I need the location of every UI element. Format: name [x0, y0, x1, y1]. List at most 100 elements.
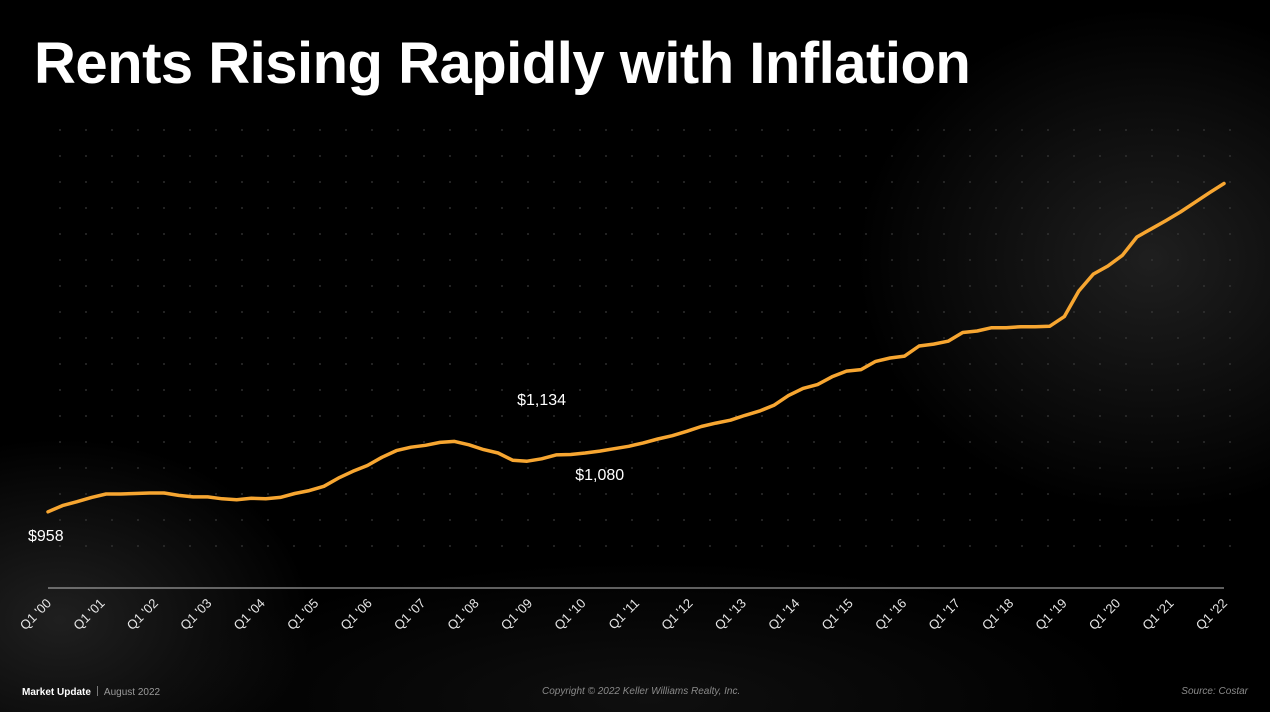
grid-dot [1229, 519, 1231, 521]
grid-dot [1073, 233, 1075, 235]
grid-dot [1229, 129, 1231, 131]
grid-dot [917, 233, 919, 235]
grid-dot [553, 545, 555, 547]
grid-dot [943, 337, 945, 339]
grid-dot [293, 233, 295, 235]
grid-dot [345, 519, 347, 521]
x-tick-label: Q1 '15 [819, 596, 856, 633]
grid-dot [319, 493, 321, 495]
grid-dot [397, 415, 399, 417]
grid-dot [735, 155, 737, 157]
grid-dot [839, 233, 841, 235]
grid-dot [449, 207, 451, 209]
grid-dot [605, 363, 607, 365]
grid-dot [657, 441, 659, 443]
grid-dot [319, 155, 321, 157]
grid-dot [657, 285, 659, 287]
grid-dot [579, 493, 581, 495]
grid-dot [215, 259, 217, 261]
grid-dot [163, 155, 165, 157]
grid-dot [241, 545, 243, 547]
grid-dot [1073, 467, 1075, 469]
grid-dot [891, 259, 893, 261]
grid-dot [605, 545, 607, 547]
grid-dot [553, 389, 555, 391]
grid-dot [1125, 389, 1127, 391]
grid-dot [267, 441, 269, 443]
grid-dot [735, 181, 737, 183]
grid-dot [241, 337, 243, 339]
grid-dot [189, 155, 191, 157]
grid-dot [865, 519, 867, 521]
grid-dot [683, 259, 685, 261]
grid-dot [527, 155, 529, 157]
grid-dot [1125, 181, 1127, 183]
grid-dot [137, 389, 139, 391]
data-label: $1,080 [575, 467, 624, 484]
grid-dot [397, 493, 399, 495]
grid-dot [995, 545, 997, 547]
grid-dot [371, 389, 373, 391]
grid-dot [553, 155, 555, 157]
grid-dot [631, 389, 633, 391]
grid-dot [1073, 129, 1075, 131]
grid-dot [683, 233, 685, 235]
grid-dot [1047, 467, 1049, 469]
grid-dot [241, 233, 243, 235]
grid-dot [267, 337, 269, 339]
grid-dot [787, 493, 789, 495]
grid-dot [969, 415, 971, 417]
grid-dot [449, 155, 451, 157]
grid-dot [527, 259, 529, 261]
grid-dot [1125, 415, 1127, 417]
grid-dot [137, 233, 139, 235]
grid-dot [59, 363, 61, 365]
grid-dot [1047, 285, 1049, 287]
grid-dot [605, 441, 607, 443]
grid-dot [371, 467, 373, 469]
grid-dot [1073, 519, 1075, 521]
grid-dot [943, 207, 945, 209]
grid-dot [891, 181, 893, 183]
grid-dot [85, 259, 87, 261]
grid-dot [449, 285, 451, 287]
grid-dot [501, 337, 503, 339]
grid-dot [631, 545, 633, 547]
grid-dot [865, 181, 867, 183]
grid-dot [189, 493, 191, 495]
grid-dot [59, 467, 61, 469]
grid-dot [111, 129, 113, 131]
grid-dot [111, 545, 113, 547]
grid-dot [137, 545, 139, 547]
grid-dot [735, 233, 737, 235]
grid-dot [1099, 181, 1101, 183]
grid-dot [189, 519, 191, 521]
grid-dot [787, 129, 789, 131]
grid-dot [59, 311, 61, 313]
grid-dot [995, 207, 997, 209]
grid-dot [969, 181, 971, 183]
grid-dot [59, 337, 61, 339]
grid-dot [943, 285, 945, 287]
grid-dot [111, 233, 113, 235]
grid-dot [85, 389, 87, 391]
x-tick-label: Q1 '19 [1032, 596, 1069, 633]
grid-dot [371, 441, 373, 443]
grid-dot [1099, 155, 1101, 157]
grid-dot [839, 415, 841, 417]
grid-dot [865, 389, 867, 391]
grid-dot [579, 285, 581, 287]
grid-dot [787, 181, 789, 183]
grid-dot [527, 337, 529, 339]
grid-dot [293, 207, 295, 209]
grid-dot [1073, 259, 1075, 261]
grid-dot [293, 415, 295, 417]
grid-dot [371, 493, 373, 495]
grid-dot [631, 337, 633, 339]
grid-dot [241, 155, 243, 157]
grid-dot [865, 311, 867, 313]
grid-dot [449, 519, 451, 521]
grid-dot [215, 285, 217, 287]
grid-dot [59, 545, 61, 547]
grid-dot [1177, 207, 1179, 209]
